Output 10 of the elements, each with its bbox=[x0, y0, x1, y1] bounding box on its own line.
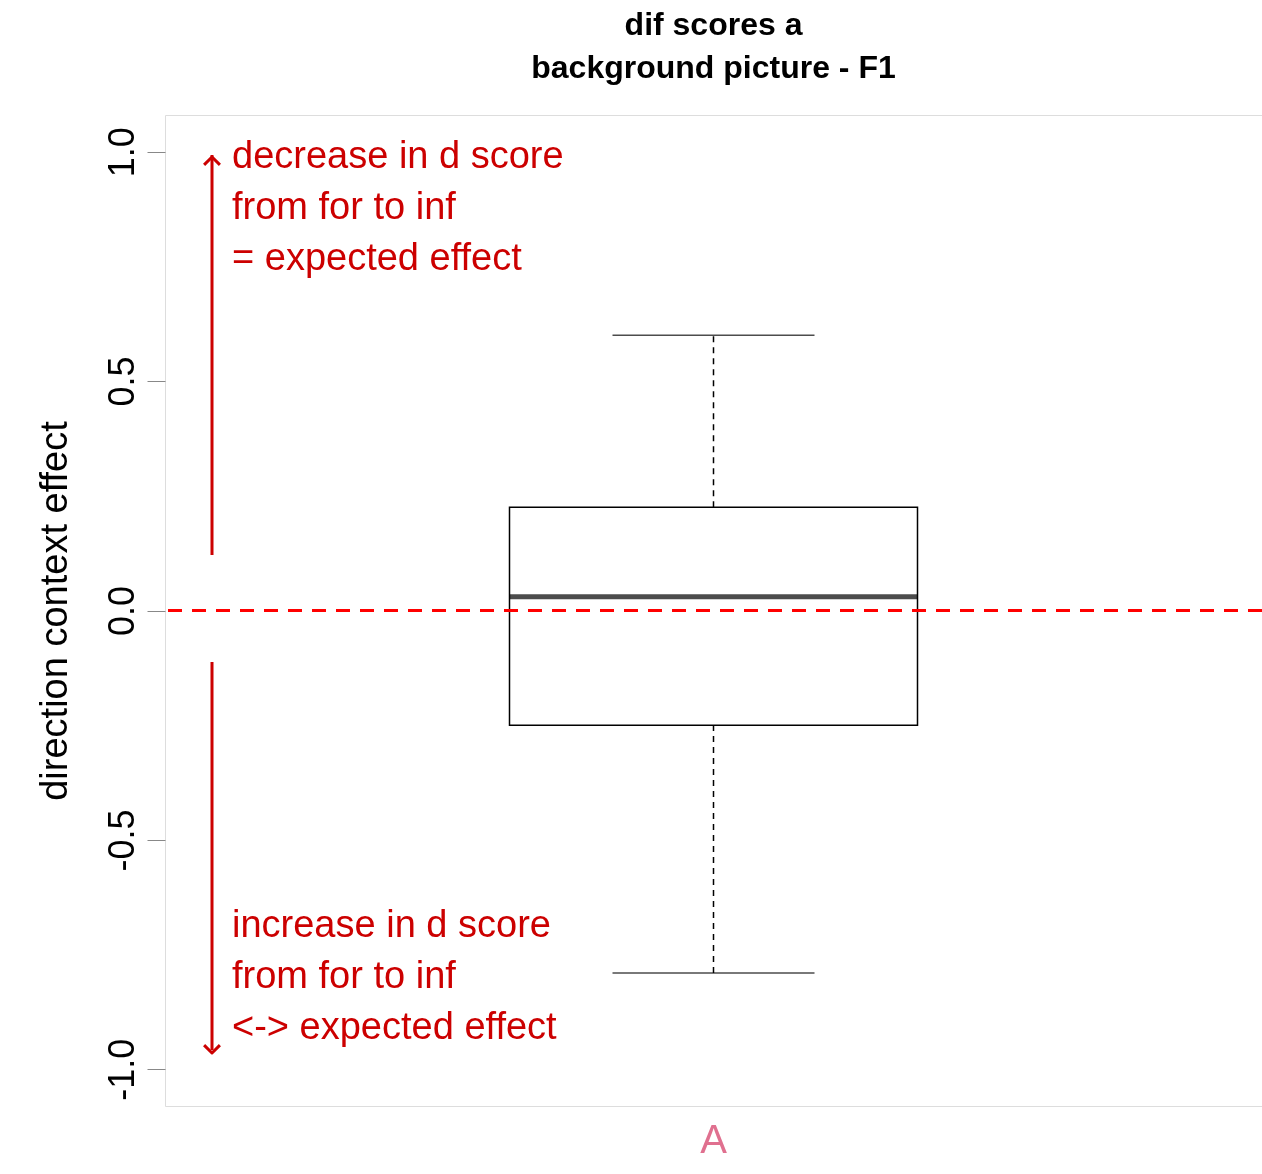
y-tick-label: 1.0 bbox=[100, 127, 142, 178]
y-tick-label: 0.0 bbox=[100, 585, 142, 637]
annotation: increase in d score from for to inf <-> expected effect bbox=[232, 903, 558, 1047]
x-tick-label: A bbox=[700, 1116, 728, 1161]
y-axis-title: direction context effect bbox=[32, 420, 75, 801]
y-tick-label: 0.5 bbox=[100, 356, 142, 407]
y-tick-label: -0.5 bbox=[100, 809, 142, 872]
y-tick-label: -1.0 bbox=[100, 1038, 142, 1101]
annotation: decrease in d score from for to inf = expected effect bbox=[232, 134, 564, 278]
chart-title: dif scores a background picture - F1 bbox=[531, 6, 896, 85]
